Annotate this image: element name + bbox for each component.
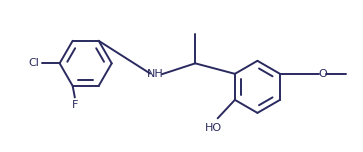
Text: O: O <box>318 69 327 79</box>
Text: F: F <box>72 100 78 110</box>
Text: HO: HO <box>204 123 221 133</box>
Text: Cl: Cl <box>29 58 40 68</box>
Text: NH: NH <box>147 69 164 79</box>
